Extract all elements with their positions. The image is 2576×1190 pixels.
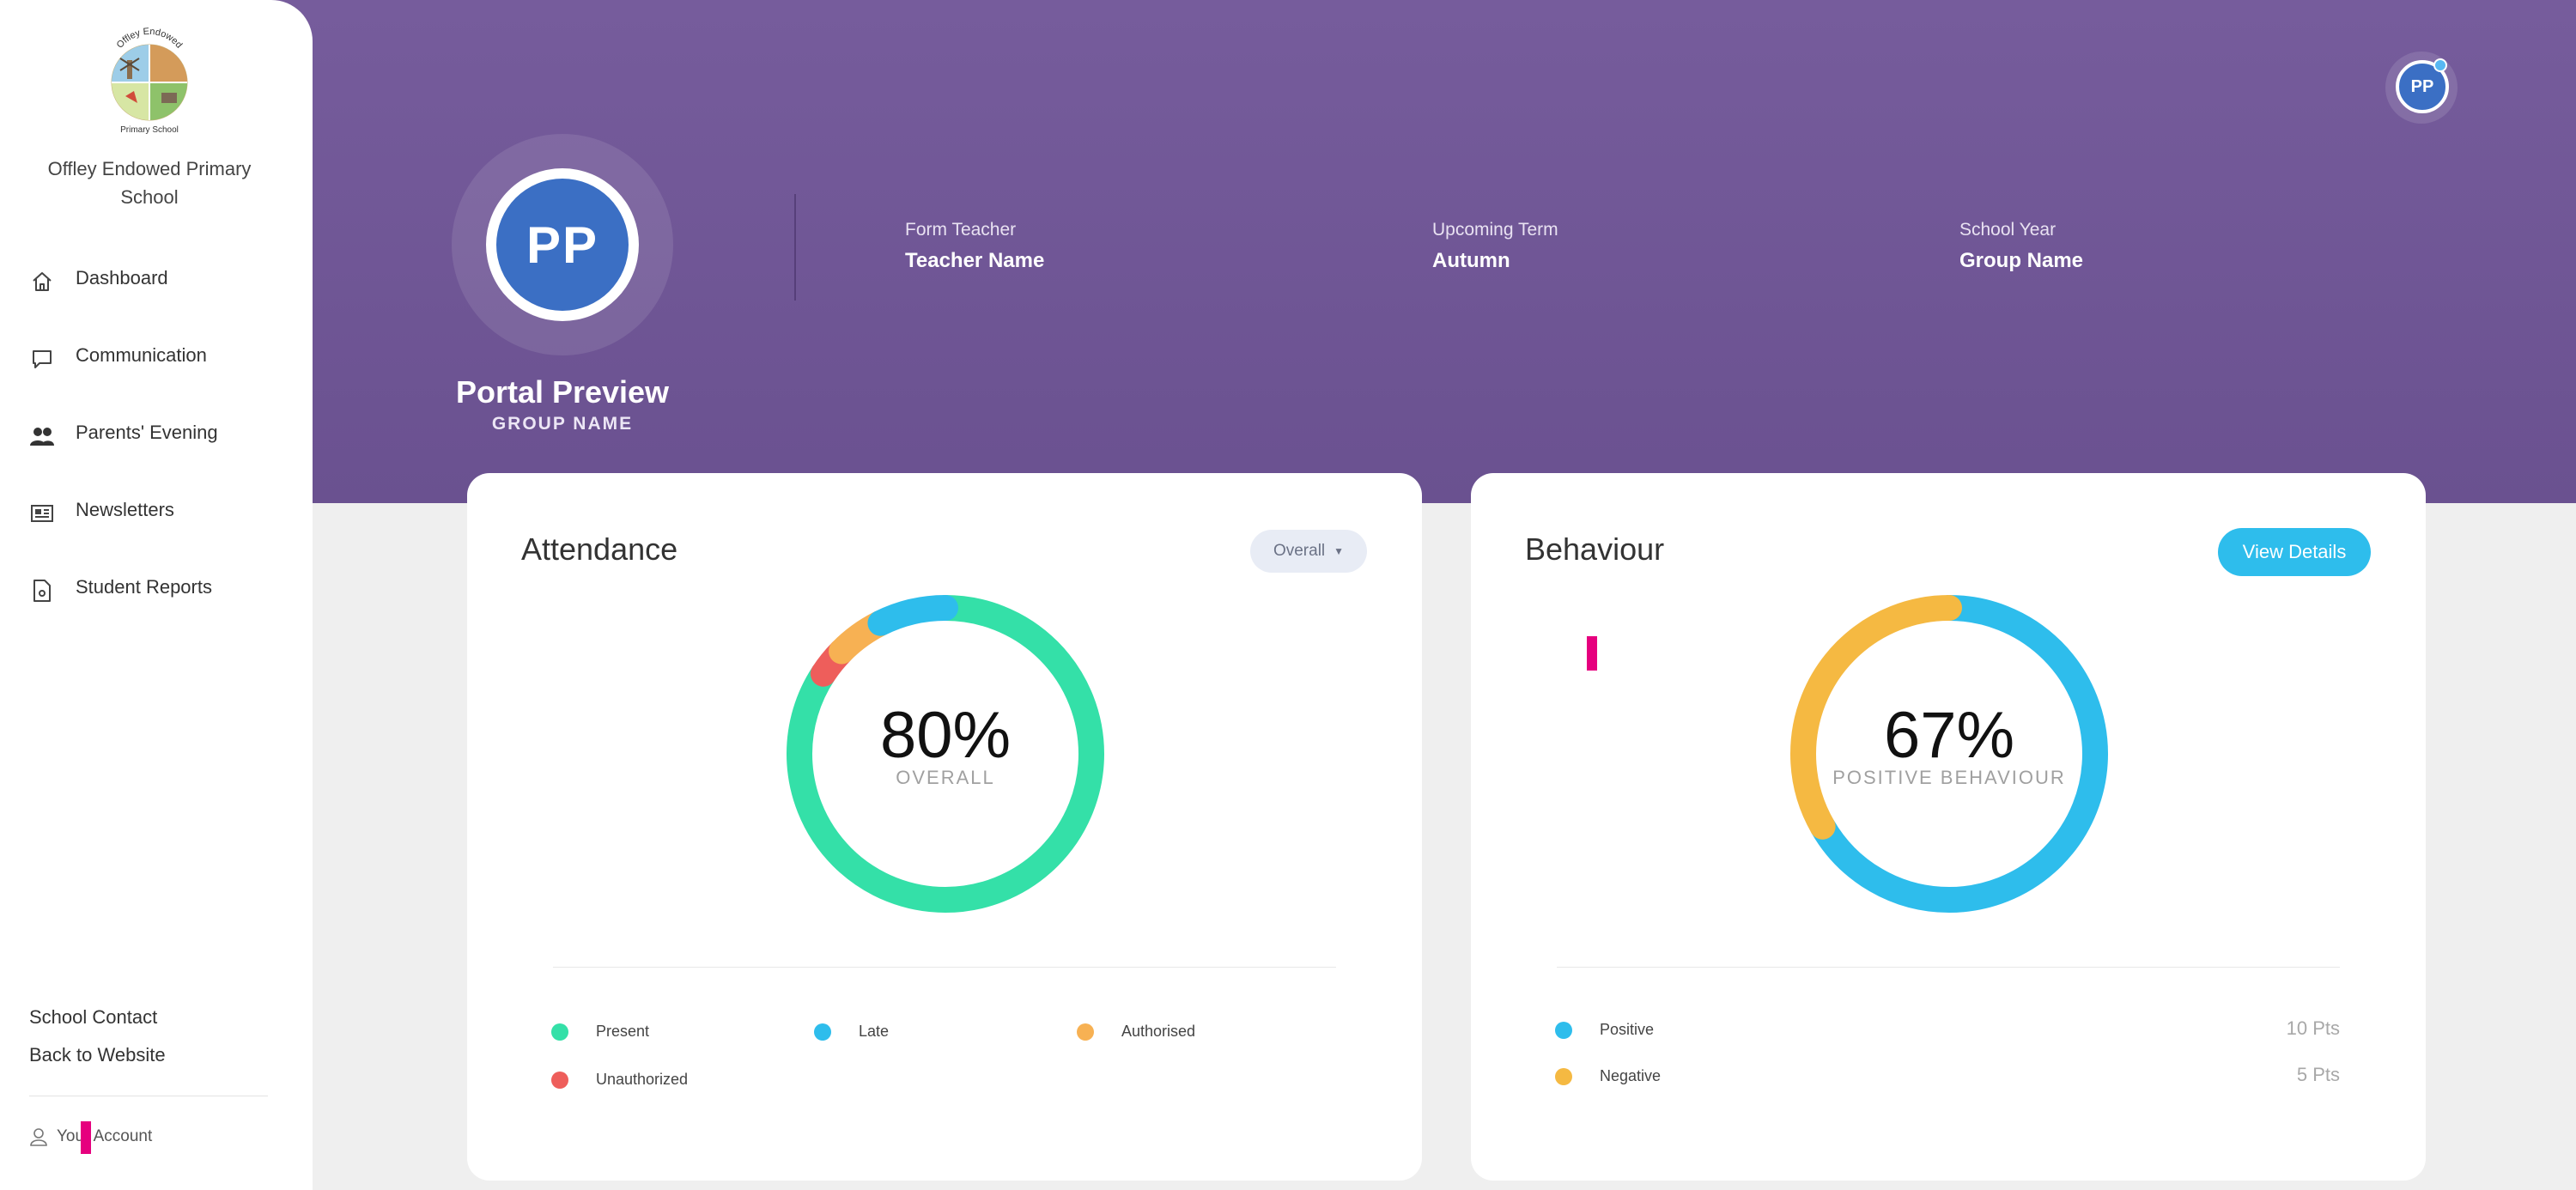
attendance-title: Attendance [521,531,678,567]
sidebar-item-communication[interactable]: Communication [29,339,287,416]
view-details-button[interactable]: View Details [2218,528,2371,576]
legend-negative: Negative [1555,1067,1661,1085]
cursor-marker [1587,636,1597,671]
school-year-value: Group Name [1959,249,2084,272]
behaviour-title: Behaviour [1525,531,1665,567]
legend-dot [1555,1021,1572,1039]
people-icon [29,423,55,449]
legend-dot [814,1023,831,1041]
card-separator [1557,967,2340,968]
positive-points: 10 Pts [2286,1017,2340,1039]
sidebar-item-label: Parents' Evening [76,422,218,443]
card-separator [553,967,1336,968]
behaviour-donut-chart [1790,595,2108,913]
behaviour-segment-negative [1790,595,2108,913]
report-icon [29,578,55,604]
legend-authorised: Authorised [1077,1023,1195,1041]
attendance-caption: OVERALL [896,767,995,788]
cursor-marker [81,1121,91,1154]
sidebar-item-newsletters[interactable]: Newsletters [29,494,287,571]
legend-label: Unauthorized [596,1071,689,1088]
form-teacher-value: Teacher Name [905,249,1045,272]
attendance-card: Attendance Overall ▼ 80% OVERALL Present… [467,473,1422,1181]
form-teacher-label: Form Teacher [905,220,1017,240]
chat-icon [29,346,55,372]
attendance-donut-chart [787,595,1104,913]
behaviour-card: Behaviour View Details 67% POSITIVE BEHA… [1471,473,2426,1181]
legend-unauthorized: Unauthorized [551,1071,688,1089]
legend-label: Authorised [1121,1023,1196,1040]
legend-positive: Positive [1555,1021,1654,1039]
notification-dot [2433,58,2447,72]
legend-label: Positive [1600,1021,1655,1038]
sidebar-item-label: Student Reports [76,576,212,598]
back-to-website-link[interactable]: Back to Website [29,1044,166,1066]
upcoming-term-value: Autumn [1432,249,1510,272]
school-year-label: School Year [1959,220,2057,240]
attendance-filter-dropdown[interactable]: Overall ▼ [1250,530,1367,573]
attendance-segment-late [787,595,1104,913]
form-teacher-info: Form Teacher Teacher Name [905,220,1044,273]
header-band [0,0,2576,503]
profile-avatar: PP [496,179,629,311]
school-logo: Offley Endowed Primary School [111,27,188,135]
sidebar-item-student-reports[interactable]: Student Reports [29,571,287,648]
sidebar-item-parents-evening[interactable]: Parents' Evening [29,416,287,494]
school-name: Offley Endowed Primary School [47,158,252,208]
your-account-link[interactable]: Your Account [29,1127,152,1146]
behaviour-caption: POSITIVE BEHAVIOUR [1832,767,2066,788]
behaviour-percent: 67% [1883,699,2015,772]
upcoming-term-info: Upcoming Term Autumn [1432,220,1558,273]
school-contact-link[interactable]: School Contact [29,1006,158,1028]
legend-dot [1555,1067,1572,1085]
home-icon [29,269,55,294]
legend-label: Present [596,1023,650,1040]
legend-present: Present [551,1023,649,1041]
your-account-label: Your Account [57,1127,153,1145]
sidebar-bottom-links: School Contact Back to Website [29,1005,270,1080]
sidebar-item-label: Newsletters [76,499,174,520]
legend-dot [1077,1023,1094,1041]
sidebar: Offley Endowed Primary School Offley End… [0,0,313,1190]
profile-group: GROUP NAME [491,414,634,434]
legend-dot [551,1023,568,1041]
legend-late: Late [814,1023,889,1041]
negative-points: 5 Pts [2296,1064,2340,1085]
sidebar-nav: Dashboard Communication Parents' Evening… [29,262,287,648]
legend-dot [551,1071,568,1089]
attendance-filter-value: Overall [1273,542,1326,560]
legend-label: Late [859,1023,890,1040]
caret-down-icon: ▼ [1334,545,1345,557]
sidebar-item-dashboard[interactable]: Dashboard [29,262,287,339]
sidebar-item-label: Dashboard [76,267,168,288]
attendance-percent: 80% [879,699,1012,772]
sidebar-item-label: Communication [76,344,207,366]
upcoming-term-label: Upcoming Term [1432,220,1558,240]
header-divider [794,194,796,301]
logo-text-bottom: Primary School [120,125,179,135]
profile-name: Portal Preview [455,374,670,410]
user-icon [29,1127,48,1146]
school-year-info: School Year Group Name [1959,220,2083,273]
legend-label: Negative [1600,1067,1662,1084]
newspaper-icon [29,501,55,526]
